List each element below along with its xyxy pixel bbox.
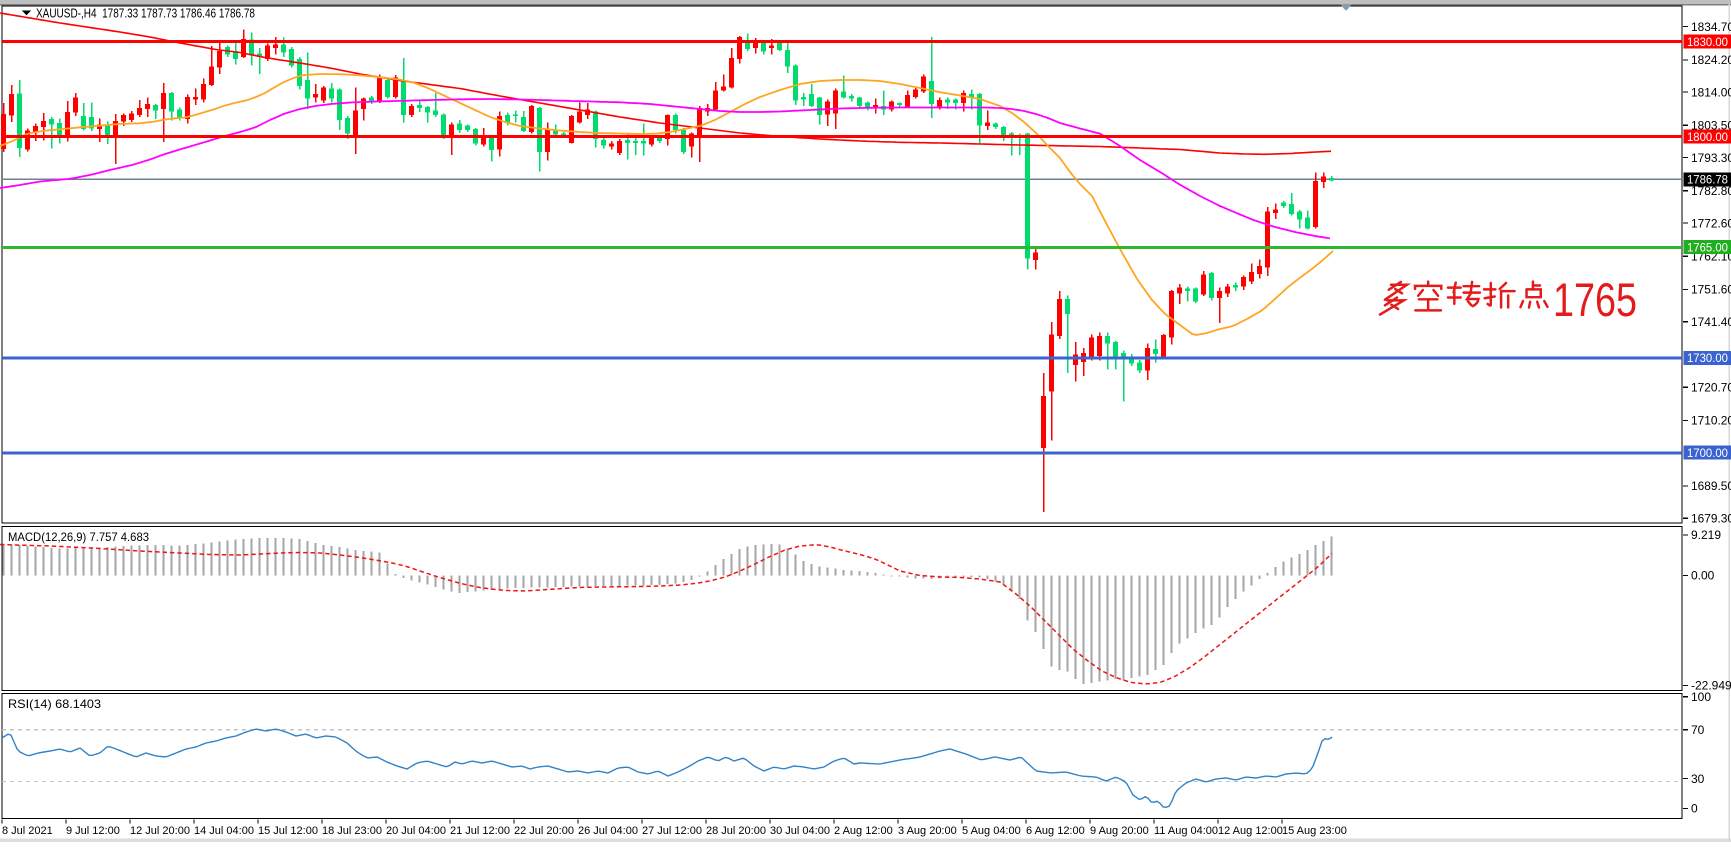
svg-text:6 Aug 12:00: 6 Aug 12:00 bbox=[1026, 825, 1085, 837]
svg-text:1700.00: 1700.00 bbox=[1687, 446, 1728, 460]
svg-text:18 Jul 23:00: 18 Jul 23:00 bbox=[322, 825, 382, 837]
svg-text:9.219: 9.219 bbox=[1691, 528, 1721, 542]
svg-text:1751.60: 1751.60 bbox=[1691, 283, 1731, 297]
svg-text:1765: 1765 bbox=[1553, 273, 1637, 326]
svg-text:1689.50: 1689.50 bbox=[1691, 479, 1731, 493]
svg-text:9 Aug 20:00: 9 Aug 20:00 bbox=[1090, 825, 1149, 837]
svg-text:0: 0 bbox=[1691, 802, 1698, 816]
svg-text:1800.00: 1800.00 bbox=[1687, 130, 1728, 144]
svg-text:100: 100 bbox=[1691, 690, 1711, 704]
svg-text:1824.20: 1824.20 bbox=[1691, 53, 1731, 67]
svg-text:15 Aug 23:00: 15 Aug 23:00 bbox=[1282, 825, 1347, 837]
svg-text:14 Jul 04:00: 14 Jul 04:00 bbox=[194, 825, 254, 837]
svg-text:12 Jul 20:00: 12 Jul 20:00 bbox=[130, 825, 190, 837]
svg-text:1814.00: 1814.00 bbox=[1691, 85, 1731, 99]
svg-text:1772.60: 1772.60 bbox=[1691, 216, 1731, 230]
svg-text:1710.20: 1710.20 bbox=[1691, 414, 1731, 428]
svg-text:1765.00: 1765.00 bbox=[1687, 241, 1728, 255]
svg-text:15 Jul 12:00: 15 Jul 12:00 bbox=[258, 825, 318, 837]
svg-text:XAUUSD-,H4 1787.33 1787.73 17: XAUUSD-,H4 1787.33 1787.73 1786.46 1786.… bbox=[36, 7, 255, 21]
svg-text:1720.70: 1720.70 bbox=[1691, 380, 1731, 394]
svg-text:MACD(12,26,9) 7.757 4.683: MACD(12,26,9) 7.757 4.683 bbox=[8, 530, 149, 544]
svg-text:21 Jul 12:00: 21 Jul 12:00 bbox=[450, 825, 510, 837]
svg-text:12 Aug 12:00: 12 Aug 12:00 bbox=[1218, 825, 1283, 837]
svg-text:5 Aug 04:00: 5 Aug 04:00 bbox=[962, 825, 1021, 837]
svg-text:9 Jul 12:00: 9 Jul 12:00 bbox=[66, 825, 120, 837]
svg-text:20 Jul 04:00: 20 Jul 04:00 bbox=[386, 825, 446, 837]
svg-text:30 Jul 04:00: 30 Jul 04:00 bbox=[770, 825, 830, 837]
svg-text:1834.70: 1834.70 bbox=[1691, 20, 1731, 34]
svg-text:1741.40: 1741.40 bbox=[1691, 315, 1731, 329]
svg-text:30: 30 bbox=[1691, 772, 1705, 786]
svg-text:70: 70 bbox=[1691, 723, 1705, 737]
svg-text:22 Jul 20:00: 22 Jul 20:00 bbox=[514, 825, 574, 837]
svg-text:1830.00: 1830.00 bbox=[1687, 35, 1728, 49]
svg-text:1786.78: 1786.78 bbox=[1687, 173, 1728, 187]
svg-text:27 Jul 12:00: 27 Jul 12:00 bbox=[642, 825, 702, 837]
svg-text:1679.30: 1679.30 bbox=[1691, 511, 1731, 525]
svg-text:3 Aug 20:00: 3 Aug 20:00 bbox=[898, 825, 957, 837]
svg-text:1730.00: 1730.00 bbox=[1687, 351, 1728, 365]
svg-text:1793.30: 1793.30 bbox=[1691, 151, 1731, 165]
svg-text:RSI(14) 68.1403: RSI(14) 68.1403 bbox=[8, 697, 101, 711]
svg-text:26 Jul 04:00: 26 Jul 04:00 bbox=[578, 825, 638, 837]
svg-text:8 Jul 2021: 8 Jul 2021 bbox=[2, 825, 53, 837]
svg-text:11 Aug 04:00: 11 Aug 04:00 bbox=[1154, 825, 1218, 837]
svg-text:2 Aug 12:00: 2 Aug 12:00 bbox=[834, 825, 893, 837]
svg-text:28 Jul 20:00: 28 Jul 20:00 bbox=[706, 825, 766, 837]
svg-text:0.00: 0.00 bbox=[1691, 569, 1715, 583]
